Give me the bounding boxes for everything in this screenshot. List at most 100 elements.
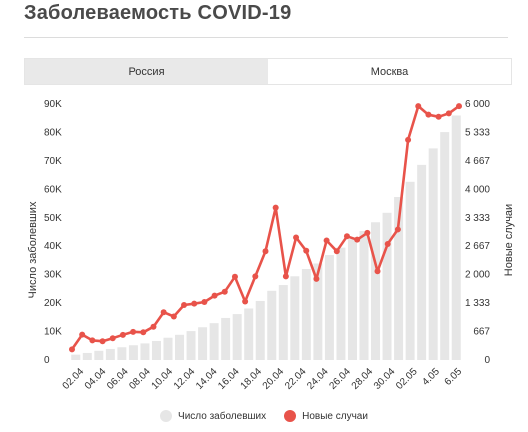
x-tick-label: 10.04 xyxy=(150,366,176,392)
bar xyxy=(324,255,334,360)
bar xyxy=(221,317,231,360)
y-left-tick-label: 40K xyxy=(44,241,62,252)
x-tick-label: 16.04 xyxy=(216,366,242,392)
new-cases-point xyxy=(333,248,340,255)
bar xyxy=(151,340,161,360)
y-right-tick-label: 667 xyxy=(473,327,490,338)
tab-moscow[interactable]: Москва xyxy=(268,59,511,84)
new-cases-point xyxy=(221,288,228,295)
new-cases-point xyxy=(405,136,412,143)
chart-legend: Число заболевших Новые случаи xyxy=(0,410,528,422)
x-tick-label: 02.05 xyxy=(394,366,420,392)
x-tick-label: 26.04 xyxy=(327,366,353,392)
new-cases-point xyxy=(425,111,432,118)
bar xyxy=(371,222,381,360)
y-left-tick-label: 80K xyxy=(44,127,62,138)
bar xyxy=(244,308,254,360)
new-cases-point xyxy=(293,234,300,241)
bar xyxy=(417,164,427,360)
x-tick-label: 18.04 xyxy=(239,366,265,392)
bar xyxy=(267,290,277,360)
new-cases-point xyxy=(262,248,269,255)
new-cases-point xyxy=(160,309,167,316)
y-right-tick-label: 4 000 xyxy=(465,184,490,195)
y-left-tick-label: 50K xyxy=(44,213,62,224)
new-cases-point xyxy=(313,275,320,282)
new-cases-point xyxy=(89,337,96,344)
bar xyxy=(278,285,288,360)
new-cases-point xyxy=(231,273,238,280)
new-cases-point xyxy=(354,236,361,243)
new-cases-point xyxy=(191,300,198,307)
bar xyxy=(163,337,173,360)
y-right-tick-label: 2 000 xyxy=(465,270,490,281)
new-cases-point xyxy=(445,110,452,117)
bar xyxy=(347,239,357,360)
bar xyxy=(71,354,81,360)
bar xyxy=(451,115,461,360)
new-cases-point xyxy=(323,237,330,244)
bar xyxy=(394,197,404,360)
new-cases-point xyxy=(130,328,137,335)
bar xyxy=(82,352,92,360)
new-cases-point xyxy=(99,338,106,345)
y-left-tick-label: 0 xyxy=(44,355,50,366)
y-left-tick-label: 10K xyxy=(44,327,62,338)
bar xyxy=(290,276,300,360)
new-cases-point xyxy=(272,204,279,211)
new-cases-point xyxy=(282,273,289,280)
new-cases-point xyxy=(384,240,391,247)
y-right-tick-label: 0 xyxy=(484,355,490,366)
y-right-tick-label: 5 333 xyxy=(465,127,490,138)
bar xyxy=(440,132,450,360)
new-cases-point xyxy=(181,301,188,308)
new-cases-point xyxy=(394,226,401,233)
y-right-tick-label: 1 333 xyxy=(465,298,490,309)
x-tick-label: 12.04 xyxy=(172,366,198,392)
y-left-tick-label: 60K xyxy=(44,184,62,195)
x-tick-label: 22.04 xyxy=(283,366,309,392)
y-right-tick-label: 6 000 xyxy=(465,99,490,110)
tab-russia[interactable]: Россия xyxy=(25,59,268,84)
new-cases-point xyxy=(170,313,177,320)
bar xyxy=(313,263,323,360)
new-cases-point xyxy=(303,247,310,254)
bar xyxy=(405,181,415,360)
new-cases-point xyxy=(69,346,75,353)
bar xyxy=(140,343,150,360)
bar xyxy=(336,247,346,360)
bar xyxy=(175,334,185,360)
bar xyxy=(359,231,369,360)
new-cases-point xyxy=(119,331,126,338)
legend-item-new-cases[interactable]: Новые случаи xyxy=(284,410,368,422)
y-left-tick-label: 20K xyxy=(44,298,62,309)
bar xyxy=(209,323,219,360)
bar xyxy=(117,347,127,360)
page-title: Заболеваемость COVID-19 xyxy=(24,2,292,24)
x-tick-label: 02.04 xyxy=(61,366,87,392)
y-right-tick-label: 2 667 xyxy=(465,241,490,252)
new-cases-point xyxy=(435,113,442,120)
new-cases-point xyxy=(374,268,381,275)
x-tick-label: 24.04 xyxy=(305,366,331,392)
new-cases-point xyxy=(415,103,422,110)
bar xyxy=(301,269,311,360)
x-tick-label: 30.04 xyxy=(372,366,398,392)
legend-label-new-cases: Новые случаи xyxy=(302,410,368,422)
new-cases-point xyxy=(109,335,116,342)
x-tick-label: 14.04 xyxy=(194,366,220,392)
bar xyxy=(94,350,104,360)
region-tabs: Россия Москва xyxy=(24,58,512,85)
bar xyxy=(128,345,138,360)
legend-swatch-new-cases xyxy=(284,410,297,422)
bar xyxy=(232,314,242,360)
x-tick-label: 04.04 xyxy=(83,366,109,392)
x-tick-label: 06.04 xyxy=(105,366,131,392)
legend-item-cases[interactable]: Число заболевших xyxy=(160,410,266,422)
new-cases-point xyxy=(343,233,350,240)
legend-swatch-cases xyxy=(160,410,173,422)
new-cases-point xyxy=(201,298,208,305)
y-right-axis-title: Новые случаи xyxy=(503,204,515,276)
y-left-tick-label: 70K xyxy=(44,156,62,167)
